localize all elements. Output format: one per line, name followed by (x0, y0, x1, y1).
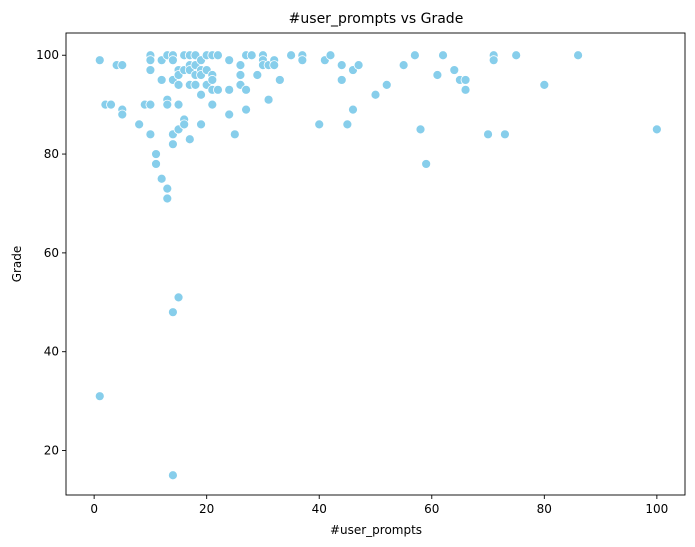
data-point (409, 50, 420, 61)
data-point (370, 89, 381, 100)
data-point (460, 75, 471, 85)
data-point (449, 65, 460, 75)
data-point (145, 55, 156, 66)
data-point (179, 119, 190, 130)
data-point (151, 149, 161, 159)
data-point (274, 75, 285, 85)
y-tick-label: 80 (44, 147, 59, 161)
data-point (162, 99, 173, 110)
data-point (342, 119, 353, 130)
data-point (145, 99, 156, 110)
data-point (168, 139, 178, 150)
data-point (336, 75, 347, 85)
data-point (134, 119, 145, 130)
data-point (117, 109, 128, 120)
data-point (263, 94, 274, 105)
y-axis-label: Grade (10, 246, 24, 283)
data-point (162, 183, 173, 194)
data-point (241, 84, 251, 95)
data-point (573, 50, 583, 61)
data-point (297, 55, 308, 66)
data-point (488, 55, 499, 66)
data-point (353, 60, 364, 71)
data-point (145, 65, 156, 75)
data-point (269, 60, 280, 71)
data-point (229, 129, 240, 140)
data-point (94, 55, 105, 66)
data-point (460, 84, 471, 95)
data-point (421, 159, 432, 169)
data-point (235, 60, 246, 71)
data-point (196, 89, 206, 100)
data-point (117, 60, 128, 71)
data-point (190, 79, 201, 90)
plot-frame (65, 32, 686, 496)
data-point (336, 60, 347, 71)
data-point (173, 99, 184, 110)
x-tick-label: 60 (424, 502, 439, 516)
data-point (173, 292, 184, 303)
data-point (252, 70, 263, 80)
data-point (286, 50, 296, 61)
data-point (173, 79, 184, 90)
data-point (398, 60, 409, 71)
data-point (207, 75, 218, 85)
data-point (145, 129, 156, 140)
x-axis-label: #user_prompts (330, 523, 422, 537)
x-tick-label: 20 (199, 502, 214, 516)
data-point (500, 129, 510, 140)
data-point (168, 55, 178, 66)
data-point (438, 50, 448, 61)
data-point (156, 173, 167, 184)
x-tick-label: 100 (645, 502, 668, 516)
data-point (235, 70, 246, 80)
x-tick-label: 80 (537, 502, 552, 516)
data-point (241, 104, 251, 115)
data-point (348, 104, 358, 115)
data-point (213, 84, 223, 95)
data-point (224, 109, 235, 120)
x-tick-label: 0 (90, 502, 98, 516)
data-point (168, 307, 178, 318)
y-tick-label: 100 (36, 48, 59, 62)
y-tick-label: 20 (44, 444, 59, 458)
data-point (432, 70, 443, 80)
data-point (162, 193, 173, 204)
data-point (415, 124, 426, 135)
data-point (94, 391, 105, 402)
data-point (314, 119, 325, 130)
data-point (511, 50, 522, 61)
data-point (156, 75, 167, 85)
data-point (539, 79, 550, 90)
data-point (196, 119, 206, 130)
data-point (651, 124, 662, 135)
data-point (224, 84, 235, 95)
x-tick-label: 40 (312, 502, 327, 516)
data-point (168, 470, 178, 481)
data-point (483, 129, 493, 140)
y-tick-label: 40 (44, 345, 59, 359)
data-point (184, 134, 195, 145)
plot-area (94, 50, 662, 481)
data-point (106, 99, 116, 110)
chart-title: #user_prompts vs Grade (289, 11, 464, 27)
data-point (207, 99, 218, 110)
data-point (224, 55, 235, 66)
data-point (213, 50, 223, 61)
y-tick-label: 60 (44, 246, 59, 260)
data-point (151, 159, 161, 169)
data-point (325, 50, 336, 61)
data-point (246, 50, 257, 61)
data-point (381, 79, 392, 90)
